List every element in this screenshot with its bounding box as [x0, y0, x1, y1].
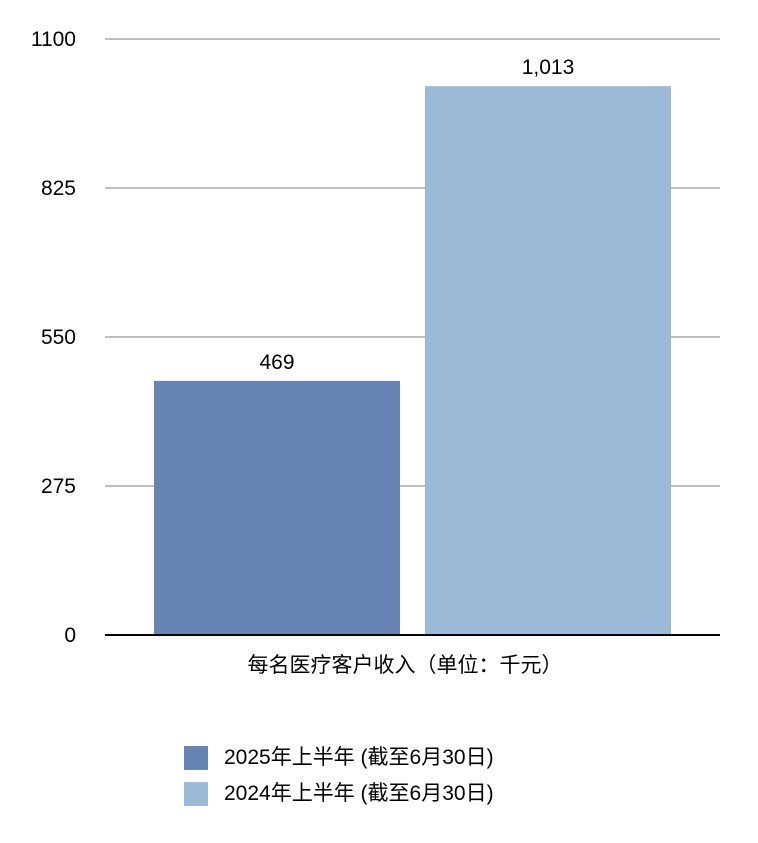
legend: 2025年上半年 (截至6月30日) 2024年上半年 (截至6月30日) [184, 740, 494, 812]
legend-item-2024: 2024年上半年 (截至6月30日) [184, 776, 494, 812]
legend-swatch-2024 [184, 782, 208, 806]
legend-label-2025: 2025年上半年 (截至6月30日) [224, 746, 494, 769]
y-tick-label: 825 [41, 177, 76, 200]
y-tick-label: 550 [41, 326, 76, 349]
bar-value-labels: 469 1,013 [259, 56, 574, 374]
y-tick-label: 1100 [31, 28, 76, 51]
bar-0 [154, 380, 400, 635]
legend-label-2024: 2024年上半年 (截至6月30日) [224, 782, 494, 805]
x-axis-label: 每名医疗客户收入（单位：千元） [248, 654, 563, 677]
bar-1 [425, 86, 671, 635]
y-axis-ticks: 0 275 550 825 1100 [31, 28, 76, 647]
y-tick-label: 0 [64, 624, 76, 647]
legend-item-2025: 2025年上半年 (截至6月30日) [184, 740, 494, 776]
bars [154, 86, 671, 635]
bar-value-label-0: 469 [259, 351, 294, 374]
bar-value-label-1: 1,013 [522, 56, 575, 79]
y-tick-label: 275 [41, 475, 76, 498]
legend-swatch-2025 [184, 746, 208, 770]
